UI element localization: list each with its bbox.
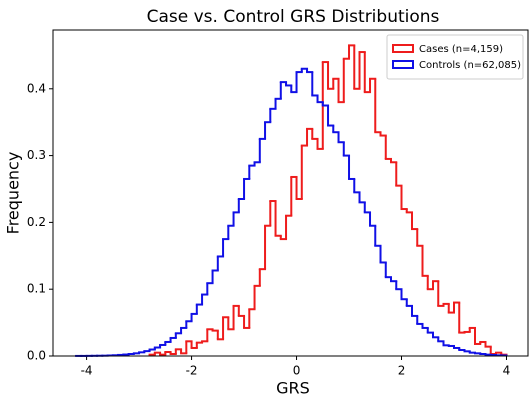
x-tick-label: 2 [398, 364, 406, 378]
series-0 [148, 44, 508, 356]
plot-frame [52, 29, 529, 357]
x-tick-label: -4 [81, 364, 93, 378]
legend-box [386, 34, 524, 80]
x-axis-label: GRS [276, 379, 310, 398]
legend-label: Cases (n=4,159) [419, 44, 503, 55]
legend-swatch [392, 60, 414, 69]
y-tick-label: 0.4 [27, 81, 46, 95]
y-tick-label: 0.0 [27, 349, 46, 363]
legend-label: Controls (n=62,085) [419, 60, 521, 71]
x-tick-label: 4 [503, 364, 511, 378]
legend-swatch [392, 44, 414, 53]
chart-title: Case vs. Control GRS Distributions [147, 7, 440, 27]
y-tick-label: 0.3 [27, 148, 46, 162]
y-axis-label: Frequency [4, 152, 23, 235]
y-tick-label: 0.1 [27, 282, 46, 296]
y-tick-label: 0.2 [27, 215, 46, 229]
x-tick-label: -2 [186, 364, 198, 378]
x-tick-label: 0 [293, 364, 301, 378]
